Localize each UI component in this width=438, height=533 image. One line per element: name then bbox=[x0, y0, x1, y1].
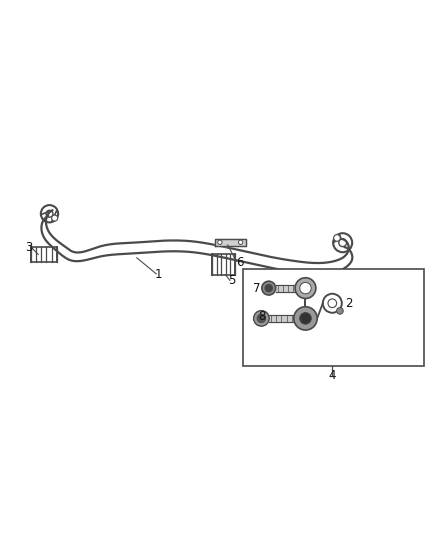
Circle shape bbox=[254, 311, 269, 326]
Circle shape bbox=[294, 306, 317, 330]
Circle shape bbox=[262, 281, 276, 295]
Circle shape bbox=[334, 235, 340, 241]
Circle shape bbox=[265, 284, 272, 292]
Circle shape bbox=[52, 215, 58, 221]
Text: 5: 5 bbox=[228, 274, 236, 287]
Text: 1: 1 bbox=[155, 268, 162, 281]
Text: 2: 2 bbox=[345, 297, 353, 310]
Circle shape bbox=[218, 240, 222, 245]
Bar bbox=[243, 269, 424, 366]
Polygon shape bbox=[276, 285, 295, 292]
Text: 6: 6 bbox=[236, 256, 244, 269]
Text: 8: 8 bbox=[258, 310, 266, 322]
Circle shape bbox=[295, 278, 316, 298]
Circle shape bbox=[238, 240, 243, 245]
Polygon shape bbox=[269, 315, 294, 322]
Circle shape bbox=[300, 312, 311, 324]
Text: 4: 4 bbox=[328, 369, 336, 382]
Polygon shape bbox=[215, 239, 246, 246]
Circle shape bbox=[336, 308, 343, 314]
Text: 7: 7 bbox=[253, 281, 261, 295]
Circle shape bbox=[300, 282, 311, 294]
Text: 3: 3 bbox=[25, 240, 32, 254]
Circle shape bbox=[257, 314, 266, 322]
